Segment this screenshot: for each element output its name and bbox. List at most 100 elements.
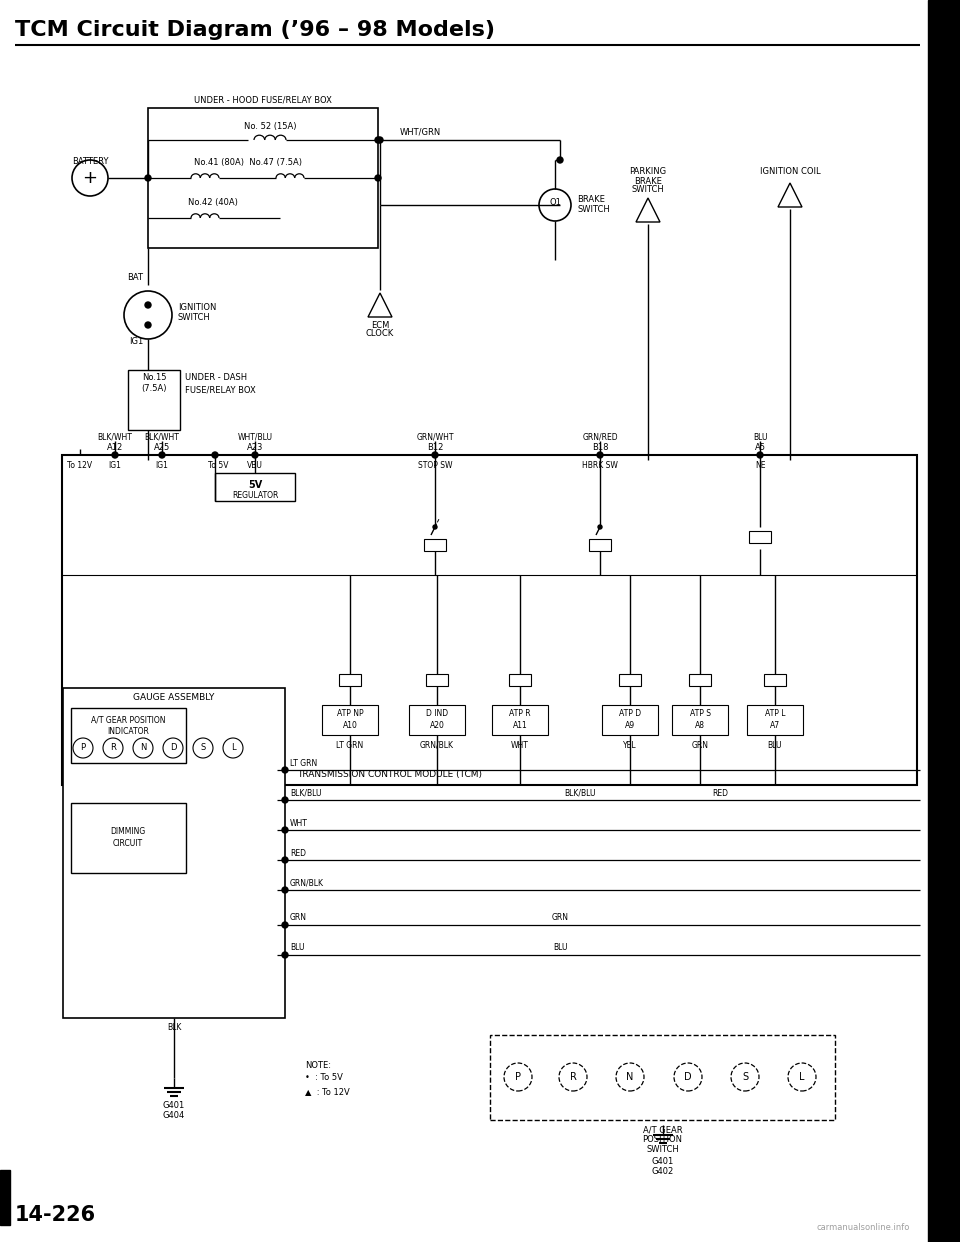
Circle shape — [112, 452, 118, 458]
Text: SWITCH: SWITCH — [577, 205, 610, 215]
Circle shape — [212, 452, 218, 458]
Text: BLU: BLU — [290, 944, 304, 953]
Text: LT GRN: LT GRN — [336, 740, 364, 749]
Text: R: R — [110, 744, 116, 753]
Bar — [764, 674, 786, 686]
Text: +: + — [83, 169, 98, 188]
Text: To 12V: To 12V — [67, 461, 92, 469]
Bar — [148, 108, 378, 248]
Circle shape — [757, 452, 763, 458]
Text: Q1: Q1 — [549, 199, 561, 207]
Text: ATP L: ATP L — [765, 708, 785, 718]
Text: G402: G402 — [652, 1167, 674, 1176]
Text: A11: A11 — [513, 720, 527, 729]
Text: INDICATOR: INDICATOR — [108, 727, 149, 735]
Text: (7.5A): (7.5A) — [141, 384, 167, 392]
Bar — [672, 705, 728, 735]
Bar — [749, 532, 771, 543]
Text: BLU: BLU — [553, 944, 567, 953]
Circle shape — [282, 887, 288, 893]
Text: SWITCH: SWITCH — [178, 313, 211, 323]
Circle shape — [145, 302, 151, 308]
Text: REGULATOR: REGULATOR — [231, 491, 278, 499]
Text: A5: A5 — [755, 442, 765, 452]
Text: ATP NP: ATP NP — [337, 708, 363, 718]
Bar — [215, 473, 295, 501]
Circle shape — [375, 137, 381, 143]
Circle shape — [252, 452, 258, 458]
Text: ATP D: ATP D — [619, 708, 641, 718]
Text: GRN/BLK: GRN/BLK — [290, 878, 324, 888]
Text: 5V: 5V — [248, 479, 262, 491]
Text: No.42 (40A): No.42 (40A) — [188, 199, 238, 207]
Circle shape — [557, 156, 563, 163]
Text: IG1: IG1 — [129, 338, 143, 347]
Text: G401: G401 — [652, 1158, 674, 1166]
Text: D: D — [170, 744, 177, 753]
Bar — [426, 674, 448, 686]
Text: SWITCH: SWITCH — [632, 185, 664, 195]
Text: BRAKE: BRAKE — [577, 195, 605, 205]
Bar — [619, 674, 641, 686]
Text: S: S — [201, 744, 205, 753]
Text: GRN/RED: GRN/RED — [582, 432, 618, 441]
Circle shape — [377, 137, 383, 143]
Text: GAUGE ASSEMBLY: GAUGE ASSEMBLY — [133, 693, 215, 702]
Text: A8: A8 — [695, 720, 705, 729]
Text: PARKING: PARKING — [630, 168, 666, 176]
Text: A12: A12 — [107, 442, 123, 452]
Bar — [322, 705, 378, 735]
Circle shape — [931, 171, 957, 197]
Bar — [490, 1035, 835, 1120]
Bar — [128, 370, 180, 430]
Text: N: N — [626, 1072, 634, 1082]
Text: IG1: IG1 — [156, 461, 168, 469]
Circle shape — [282, 768, 288, 773]
Text: carmanualsonline.info: carmanualsonline.info — [817, 1223, 910, 1232]
Bar — [71, 804, 186, 873]
Circle shape — [282, 922, 288, 928]
Text: BAT: BAT — [127, 273, 143, 282]
Text: GRN/WHT: GRN/WHT — [417, 432, 454, 441]
Text: DIMMING: DIMMING — [110, 826, 146, 836]
Text: GRN: GRN — [691, 740, 708, 749]
Text: BLK/BLU: BLK/BLU — [564, 789, 596, 797]
Text: ATP S: ATP S — [689, 708, 710, 718]
Text: P: P — [515, 1072, 521, 1082]
Circle shape — [282, 797, 288, 804]
Bar — [492, 705, 548, 735]
Bar — [409, 705, 465, 735]
Text: BLK/BLU: BLK/BLU — [290, 789, 322, 797]
Circle shape — [375, 175, 381, 181]
Text: L: L — [230, 744, 235, 753]
Text: SWITCH: SWITCH — [646, 1145, 679, 1155]
Text: NE: NE — [755, 461, 765, 469]
Circle shape — [931, 592, 957, 619]
Bar — [589, 539, 611, 551]
Text: WHT: WHT — [511, 740, 529, 749]
Text: ▲  : To 12V: ▲ : To 12V — [305, 1088, 349, 1097]
Text: POSITION: POSITION — [642, 1135, 683, 1144]
Circle shape — [433, 525, 437, 529]
Text: A25: A25 — [154, 442, 170, 452]
Text: RED: RED — [290, 848, 306, 857]
Text: BLK: BLK — [167, 1023, 181, 1032]
Text: A23: A23 — [247, 442, 263, 452]
Text: R: R — [569, 1072, 576, 1082]
Circle shape — [145, 457, 151, 463]
Text: VBU: VBU — [247, 461, 263, 469]
Text: WHT/BLU: WHT/BLU — [237, 432, 273, 441]
Circle shape — [159, 452, 165, 458]
Circle shape — [145, 175, 151, 181]
Text: BLK/WHT: BLK/WHT — [98, 432, 132, 441]
Text: D IND: D IND — [426, 708, 448, 718]
Text: IGNITION COIL: IGNITION COIL — [759, 168, 820, 176]
Text: NOTE:: NOTE: — [305, 1061, 331, 1069]
Bar — [424, 539, 446, 551]
Text: G401: G401 — [163, 1102, 185, 1110]
Text: A20: A20 — [429, 720, 444, 729]
Bar — [747, 705, 803, 735]
Circle shape — [282, 953, 288, 958]
Text: B12: B12 — [427, 442, 444, 452]
Bar — [63, 688, 285, 1018]
